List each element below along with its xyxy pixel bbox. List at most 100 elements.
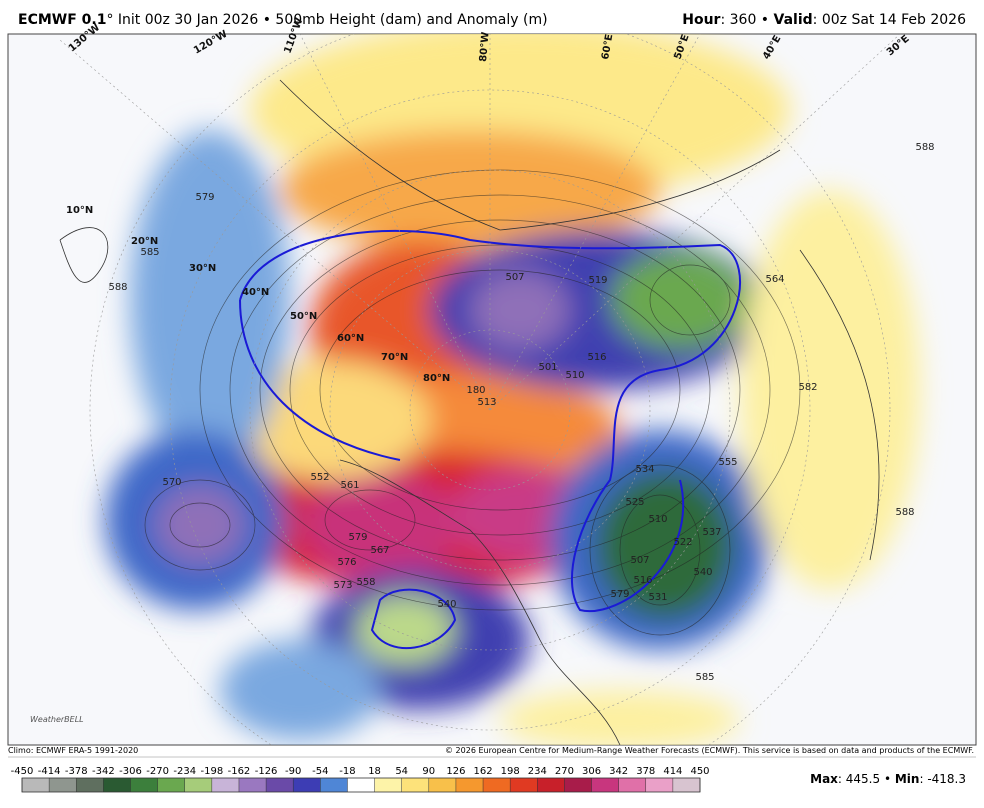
- latitude-label: 30°N: [189, 263, 216, 274]
- contour-label: 555: [718, 457, 737, 468]
- contour-label: 579: [195, 192, 214, 203]
- contour-label: 552: [310, 472, 329, 483]
- colorbar-swatch: [510, 778, 538, 792]
- colorbar-tick-label: 414: [663, 766, 682, 777]
- colorbar-swatch: [591, 778, 620, 792]
- colorbar-tick-label: -162: [228, 766, 251, 777]
- contour-label: 558: [356, 577, 375, 588]
- contour-label: 180: [466, 385, 485, 396]
- contour-label: 588: [108, 282, 127, 293]
- header-right: Hour: 360 • Valid: 00z Sat 14 Feb 2026: [682, 12, 966, 28]
- copyright: © 2026 European Centre for Medium-Range …: [445, 746, 974, 755]
- colorbar-tick-label: -378: [65, 766, 88, 777]
- contour-label: 585: [695, 672, 714, 683]
- contour-label: 579: [610, 589, 629, 600]
- contour-label: 540: [437, 599, 456, 610]
- colorbar-swatch: [238, 778, 267, 792]
- contour-label: 534: [635, 464, 654, 475]
- colorbar-tick-label: -414: [38, 766, 61, 777]
- contour-label: 510: [648, 514, 667, 525]
- model-name: ECMWF 0.1: [18, 12, 107, 28]
- anomaly-field: [59, 34, 920, 745]
- contour-label: 513: [477, 397, 496, 408]
- anomaly-blob: [300, 470, 460, 580]
- colorbar-swatch: [537, 778, 565, 792]
- contour-label: 510: [565, 370, 584, 381]
- colorbar-tick-label: 18: [368, 766, 381, 777]
- colorbar-tick-label: -270: [146, 766, 169, 777]
- contour-label: 507: [505, 272, 524, 283]
- anomaly-blob: [280, 130, 660, 250]
- max-min: Max: 445.5 • Min: -418.3: [810, 772, 966, 786]
- colorbar-swatch: [22, 778, 50, 792]
- colorbar-tick-label: -306: [119, 766, 142, 777]
- min-value: -418.3: [927, 772, 966, 786]
- anomaly-blob: [220, 640, 380, 740]
- contour-label: 537: [702, 527, 721, 538]
- anomaly-blob: [130, 130, 290, 470]
- colorbar-swatch: [455, 778, 484, 792]
- header-left: ECMWF 0.1° Init 00z 30 Jan 2026 • 500mb …: [18, 12, 548, 28]
- colorbar-tick-label: -342: [92, 766, 115, 777]
- colorbar-swatch: [184, 778, 213, 792]
- anomaly-blob: [610, 250, 750, 350]
- colorbar-swatch: [374, 778, 403, 792]
- contour-label: 573: [333, 580, 352, 591]
- latitude-label: 50°N: [290, 311, 317, 322]
- coastlines: [59, 79, 880, 745]
- contour-label: 525: [625, 497, 644, 508]
- contour-label: 588: [915, 142, 934, 153]
- contour-label: 507: [630, 555, 649, 566]
- longitude-label: 80°W: [478, 31, 492, 62]
- colorbar-tick-label: 90: [422, 766, 435, 777]
- latitude-label: 40°N: [242, 287, 269, 298]
- colorbar-swatch: [672, 778, 701, 792]
- colorbar-swatch: [401, 778, 430, 792]
- max-label: Max: [810, 772, 838, 786]
- max-value: 445.5: [845, 772, 881, 786]
- climo-note: Climo: ECMWF ERA-5 1991-2020: [8, 746, 139, 755]
- anomaly-blob: [595, 470, 735, 620]
- colorbar-swatch: [428, 778, 457, 792]
- contour-label: 576: [337, 557, 356, 568]
- longitude-label: 60°E: [600, 33, 615, 60]
- contour-label: 561: [340, 480, 359, 491]
- colorbar: -450 -414 -378 -342 -306 -270 -234 -198 -162 -126…: [11, 766, 710, 793]
- contour-label: 540: [693, 567, 712, 578]
- anomaly-blob: [355, 595, 455, 665]
- colorbar-tick-label: 198: [501, 766, 520, 777]
- colorbar-swatch: [266, 778, 294, 792]
- colorbar-tick-label: 54: [395, 766, 408, 777]
- colorbar-swatch: [347, 778, 376, 792]
- valid-value: : 00z Sat 14 Feb 2026: [812, 12, 966, 28]
- latitude-label: 10°N: [66, 205, 93, 216]
- colorbar-tick-label: 450: [690, 766, 709, 777]
- graticule: [59, 34, 901, 745]
- anomaly-blob: [740, 190, 920, 590]
- anomaly-blob: [155, 485, 245, 565]
- colorbar-swatch: [320, 778, 348, 792]
- colorbar-swatch: [103, 778, 131, 792]
- latitude-label: 80°N: [423, 373, 450, 384]
- reference-contour: [239, 229, 741, 649]
- latitude-label: 20°N: [131, 236, 158, 247]
- colorbar-swatch: [157, 778, 186, 792]
- colorbar-tick-label: -234: [173, 766, 196, 777]
- contour-label: 501: [538, 362, 557, 373]
- colorbar-swatch: [211, 778, 240, 792]
- colorbar-swatch: [130, 778, 159, 792]
- hour-value: : 360 •: [720, 12, 770, 28]
- latitude-label: 60°N: [337, 333, 364, 344]
- contour-label: 585: [140, 247, 159, 258]
- contour-label: 516: [587, 352, 606, 363]
- contour-label: 564: [765, 274, 784, 285]
- contour-label: 567: [370, 545, 389, 556]
- contour-label: 519: [588, 275, 607, 286]
- colorbar-tick-label: 234: [528, 766, 547, 777]
- colorbar-swatch: [645, 778, 674, 792]
- contour-label: 516: [633, 575, 652, 586]
- logo: WeatherBELL: [30, 715, 84, 724]
